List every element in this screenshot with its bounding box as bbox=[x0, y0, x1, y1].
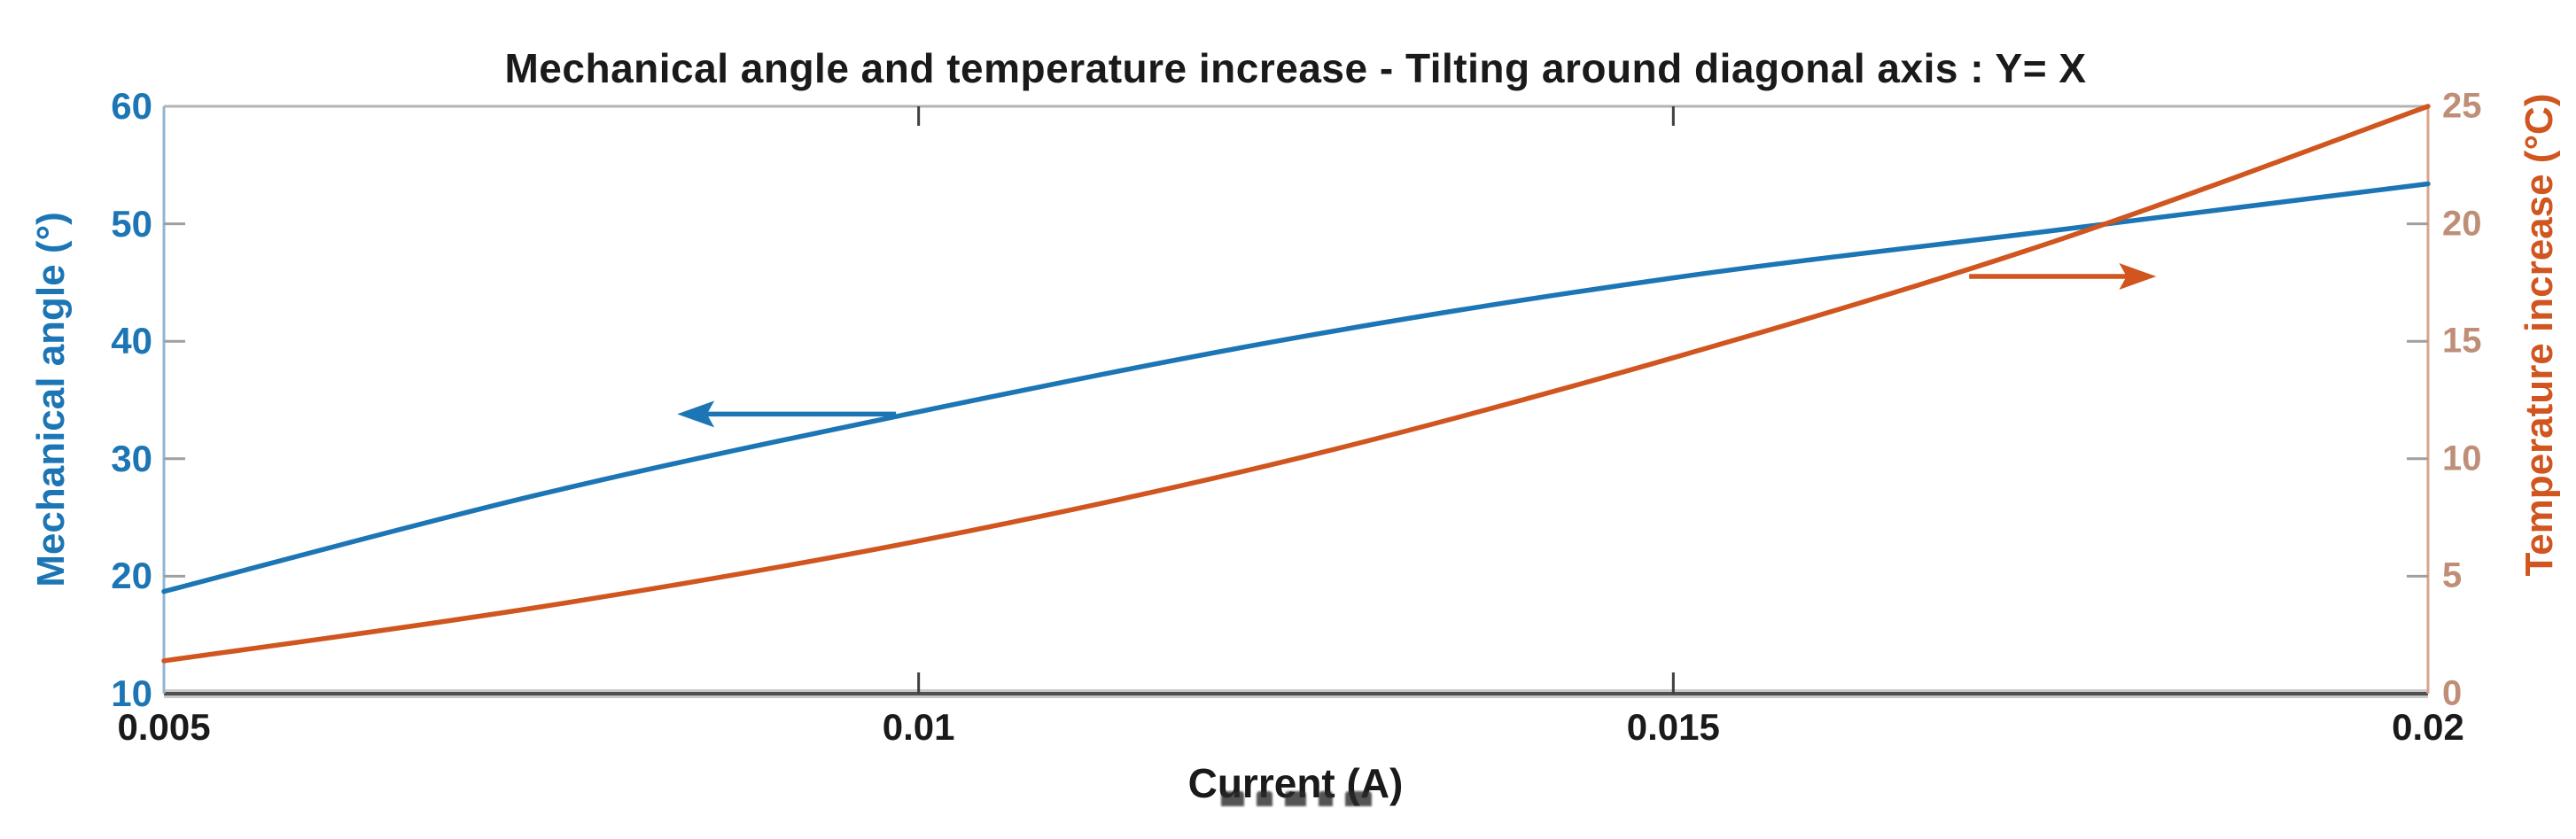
left-axis-tick-label: 10 bbox=[111, 672, 152, 714]
series-line-right bbox=[161, 104, 2431, 664]
right-axis-tick-label: 25 bbox=[2442, 86, 2482, 126]
right-axis-tick-label: 10 bbox=[2442, 439, 2482, 478]
fragment-mark bbox=[1319, 791, 1333, 806]
chart-title: Mechanical angle and temperature increas… bbox=[504, 45, 2087, 91]
x-axis-tick-label: 0.005 bbox=[117, 706, 211, 748]
x-axis-tick-label: 0.02 bbox=[2392, 706, 2464, 748]
x-axis-tick-label: 0.015 bbox=[1626, 706, 1720, 748]
right-axis-tick-label: 20 bbox=[2442, 204, 2482, 244]
annotation-arrow-head bbox=[677, 400, 715, 428]
series-line-left bbox=[161, 181, 2431, 594]
right-y-axis-label: Temperature increase (°C) bbox=[2518, 93, 2561, 577]
fragment-mark bbox=[1345, 791, 1372, 806]
left-axis-tick-label: 60 bbox=[111, 85, 152, 127]
fragment-mark bbox=[1257, 791, 1272, 806]
left-axis-tick-label: 30 bbox=[111, 437, 152, 479]
left-axis-tick-label: 40 bbox=[111, 320, 152, 362]
left-y-axis-label: Mechanical angle (°) bbox=[29, 212, 73, 587]
right-axis-tick-label: 0 bbox=[2442, 673, 2463, 713]
left-axis-tick-label: 20 bbox=[111, 555, 152, 597]
fragment-mark bbox=[1221, 791, 1244, 806]
x-axis-tick-label: 0.01 bbox=[882, 706, 955, 748]
right-axis-tick-label: 15 bbox=[2442, 321, 2482, 361]
cropped-text-fragment bbox=[1221, 791, 1381, 806]
right-axis-tick-label: 5 bbox=[2442, 555, 2463, 595]
left-axis-tick-label: 50 bbox=[111, 202, 152, 245]
annotation-arrow-head bbox=[2119, 263, 2157, 291]
fragment-mark bbox=[1285, 791, 1306, 806]
